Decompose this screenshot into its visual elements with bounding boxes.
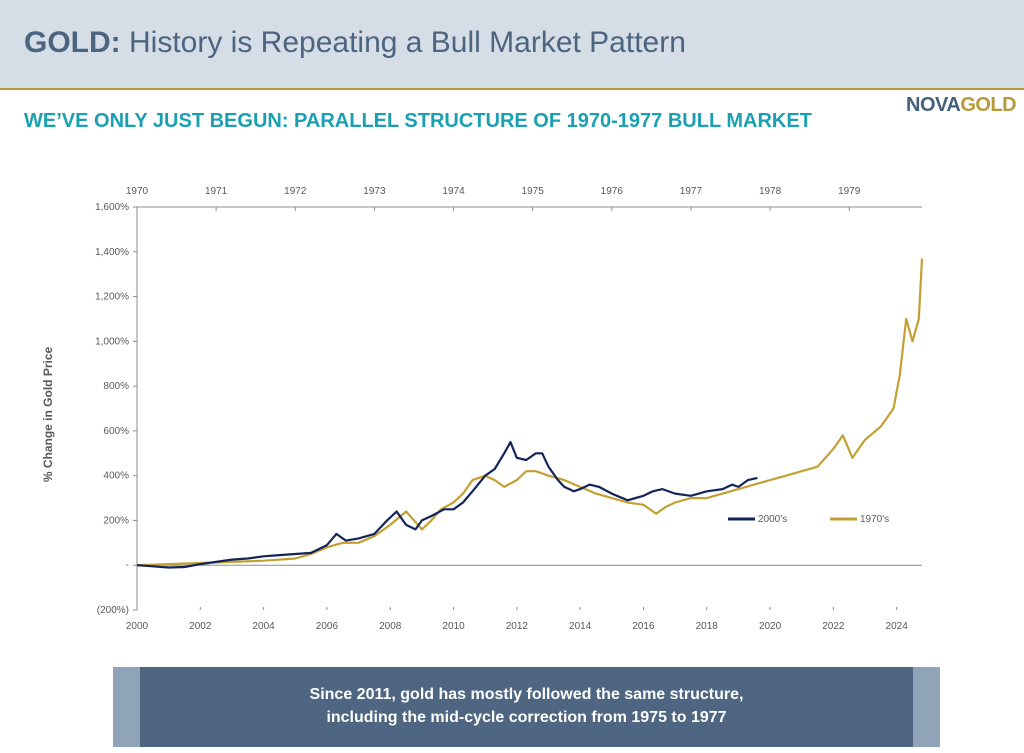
x-bottom-tick-label: 2010	[442, 621, 465, 632]
company-logo: NOVAGOLD	[906, 94, 1017, 117]
y-tick-label: 600%	[103, 426, 129, 437]
x-bottom-tick-label: 2006	[316, 621, 339, 632]
y-tick-label: 1,600%	[95, 202, 129, 213]
x-bottom-tick-label: 2004	[252, 621, 275, 632]
y-tick-label: 200%	[103, 515, 129, 526]
y-tick-label: 800%	[103, 381, 129, 392]
x-bottom-tick-label: 2018	[696, 621, 719, 632]
x-bottom-tick-label: 2012	[506, 621, 529, 632]
x-top-tick-label: 1974	[442, 186, 465, 197]
y-tick-label: (200%)	[97, 605, 129, 616]
y-tick-label: 1,400%	[95, 247, 129, 258]
y-axis-title: % Change in Gold Price	[41, 346, 55, 482]
header-divider	[0, 88, 1024, 90]
x-top-tick-label: 1970	[126, 186, 149, 197]
header-band	[0, 0, 1024, 88]
y-tick-label: 1,000%	[95, 336, 129, 347]
x-top-tick-label: 1973	[363, 186, 386, 197]
series-line-1970s	[136, 258, 924, 567]
x-bottom-tick-label: 2020	[759, 621, 782, 632]
x-bottom-tick-label: 2016	[632, 621, 655, 632]
x-top-tick-label: 1977	[680, 186, 703, 197]
x-top-tick-label: 1979	[838, 186, 861, 197]
x-top-tick-label: 1971	[205, 186, 228, 197]
page-title-rest: History is Repeating a Bull Market Patte…	[120, 26, 686, 59]
x-bottom-tick-label: 2024	[886, 621, 909, 632]
x-bottom-tick-label: 2000	[126, 621, 149, 632]
y-tick-label: 1,200%	[95, 292, 129, 303]
legend-1970s-label: 1970's	[860, 514, 889, 525]
x-bottom-tick-label: 2014	[569, 621, 592, 632]
page-title: GOLD: History is Repeating a Bull Market…	[24, 26, 686, 60]
x-top-tick-label: 1975	[522, 186, 545, 197]
gold-price-chart: (200%) - 200% 400% 600% 800% 1,000% 1,200% 1,400…	[41, 186, 924, 632]
y-tick-label: -	[126, 560, 129, 571]
page-title-bold: GOLD:	[24, 26, 121, 59]
banner-line-2: including the mid-cycle correction from …	[326, 709, 727, 726]
x-top-tick-label: 1978	[759, 186, 782, 197]
chart-subtitle: WE’VE ONLY JUST BEGUN: PARALLEL STRUCTUR…	[24, 110, 812, 132]
x-top-tick-label: 1972	[284, 186, 307, 197]
banner-line-1: Since 2011, gold has mostly followed the…	[309, 686, 744, 703]
x-bottom-tick-label: 2002	[189, 621, 212, 632]
x-bottom-tick-label: 2008	[379, 621, 402, 632]
banner-right-accent	[913, 667, 940, 747]
banner-left-accent	[113, 667, 140, 747]
logo-part1: NOVA	[906, 94, 961, 116]
series-line-2000s	[136, 441, 758, 569]
summary-banner: Since 2011, gold has mostly followed the…	[140, 667, 913, 747]
y-tick-label: 400%	[103, 471, 129, 482]
x-top-tick-label: 1976	[601, 186, 624, 197]
x-bottom-tick-label: 2022	[822, 621, 845, 632]
legend-2000s-label: 2000's	[758, 514, 787, 525]
logo-part2: GOLD	[960, 94, 1017, 116]
